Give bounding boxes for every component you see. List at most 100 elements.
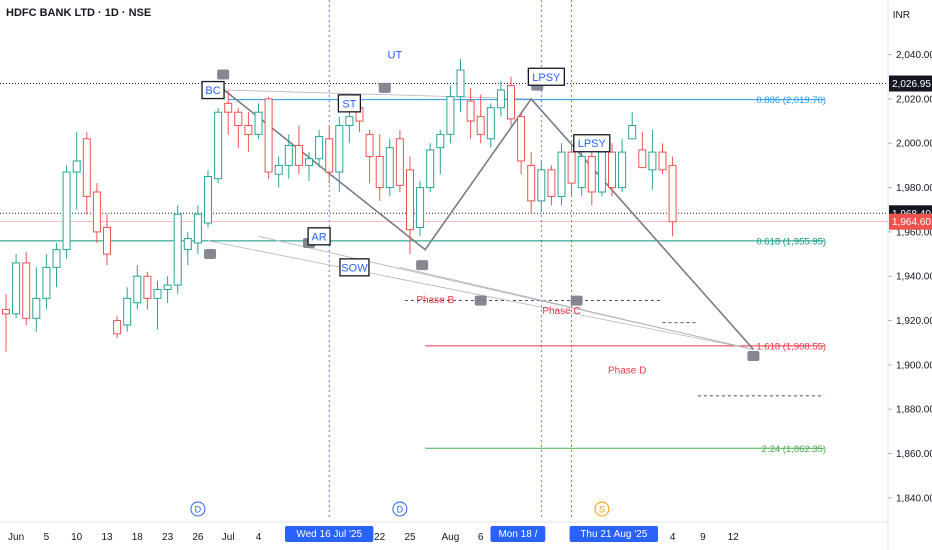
- candle[interactable]: [234, 107, 243, 148]
- candle[interactable]: [173, 205, 182, 294]
- x-tick-label: Aug: [442, 532, 460, 543]
- candle[interactable]: [537, 160, 546, 212]
- candles[interactable]: [2, 59, 677, 352]
- candle[interactable]: [42, 254, 51, 310]
- candle[interactable]: [163, 276, 172, 303]
- candle[interactable]: [668, 156, 677, 237]
- candle-body: [103, 226, 111, 255]
- candle[interactable]: [305, 152, 313, 181]
- candle[interactable]: [436, 129, 445, 175]
- candle-body: [375, 156, 384, 189]
- y-tick-label: 1,840.00: [896, 493, 932, 504]
- candle[interactable]: [32, 267, 41, 332]
- candle[interactable]: [426, 143, 435, 192]
- candle[interactable]: [345, 107, 354, 144]
- candle[interactable]: [274, 156, 283, 188]
- candle[interactable]: [82, 132, 91, 215]
- y-tick-label: 1,920.00: [896, 316, 932, 327]
- candle[interactable]: [658, 143, 667, 175]
- y-tick-label: 2,020.00: [896, 94, 932, 105]
- candle[interactable]: [12, 254, 21, 319]
- y-tick-label: 2,000.00: [896, 139, 932, 150]
- candle[interactable]: [193, 205, 202, 255]
- candle[interactable]: [628, 112, 637, 140]
- candle[interactable]: [385, 138, 394, 197]
- wyckoff-label-box: [337, 94, 362, 113]
- candle[interactable]: [466, 87, 475, 139]
- candle[interactable]: [294, 125, 303, 175]
- candle[interactable]: [52, 242, 61, 288]
- fib-level-label: 2.24 (1,862.35): [762, 444, 826, 455]
- candle[interactable]: [62, 165, 71, 259]
- candle[interactable]: [103, 214, 111, 266]
- candle[interactable]: [496, 81, 505, 117]
- grey-marker: [204, 249, 217, 260]
- candle[interactable]: [123, 287, 132, 332]
- chart-title: HDFC BANK LTD · 1D · NSE: [6, 7, 152, 19]
- candle[interactable]: [92, 183, 101, 243]
- candle[interactable]: [204, 169, 212, 228]
- candle-body: [193, 213, 202, 244]
- candle[interactable]: [618, 138, 627, 192]
- date-badge-label: Mon 18 /: [498, 529, 537, 540]
- candle[interactable]: [254, 103, 263, 139]
- candle-body: [224, 102, 233, 113]
- candle[interactable]: [547, 165, 556, 206]
- candle[interactable]: [214, 107, 223, 184]
- candle[interactable]: [153, 280, 162, 330]
- candle[interactable]: [365, 129, 374, 184]
- candle-body: [42, 266, 51, 299]
- candle[interactable]: [608, 143, 616, 197]
- candle[interactable]: [284, 134, 293, 179]
- candle-body: [52, 249, 61, 268]
- candle[interactable]: [517, 112, 526, 175]
- grey-marker: [416, 260, 429, 271]
- candle[interactable]: [264, 96, 273, 179]
- x-tick-label: 5: [44, 532, 50, 543]
- candle[interactable]: [597, 147, 606, 197]
- candle[interactable]: [507, 76, 515, 126]
- candle-body: [173, 213, 182, 286]
- candle[interactable]: [638, 132, 647, 169]
- candle[interactable]: [486, 103, 495, 148]
- grey-marker: [217, 69, 230, 80]
- candle[interactable]: [395, 129, 404, 192]
- candle-body: [62, 171, 71, 251]
- candle[interactable]: [375, 134, 384, 201]
- candle[interactable]: [416, 180, 425, 237]
- candle[interactable]: [648, 129, 657, 190]
- candle-body: [335, 125, 344, 173]
- candle[interactable]: [456, 59, 465, 113]
- event-marker-label: D: [397, 505, 404, 515]
- candle[interactable]: [143, 271, 152, 310]
- candle-body: [22, 262, 31, 319]
- x-tick-label: Jun: [8, 532, 24, 543]
- candle[interactable]: [406, 156, 414, 255]
- candle[interactable]: [577, 152, 586, 197]
- candle[interactable]: [325, 125, 334, 184]
- candle[interactable]: [244, 112, 253, 153]
- candle[interactable]: [446, 85, 455, 144]
- candle[interactable]: [22, 251, 31, 325]
- candle-body: [183, 238, 192, 251]
- candle-body: [264, 98, 273, 173]
- candle[interactable]: [2, 293, 10, 352]
- x-tick-label: 18: [132, 532, 144, 543]
- candle[interactable]: [133, 265, 142, 310]
- x-tick-label: 4: [256, 532, 262, 543]
- candle[interactable]: [476, 94, 485, 144]
- candle[interactable]: [72, 132, 81, 210]
- candle-body: [214, 111, 223, 180]
- candle[interactable]: [567, 145, 576, 197]
- candle[interactable]: [335, 116, 344, 192]
- candle[interactable]: [224, 90, 233, 135]
- candle-body: [597, 151, 606, 193]
- candle-body: [153, 289, 162, 299]
- candle[interactable]: [113, 316, 122, 339]
- candle[interactable]: [315, 129, 324, 168]
- candle[interactable]: [587, 143, 596, 206]
- candle[interactable]: [557, 143, 566, 206]
- candle[interactable]: [183, 231, 192, 266]
- candle[interactable]: [527, 152, 536, 215]
